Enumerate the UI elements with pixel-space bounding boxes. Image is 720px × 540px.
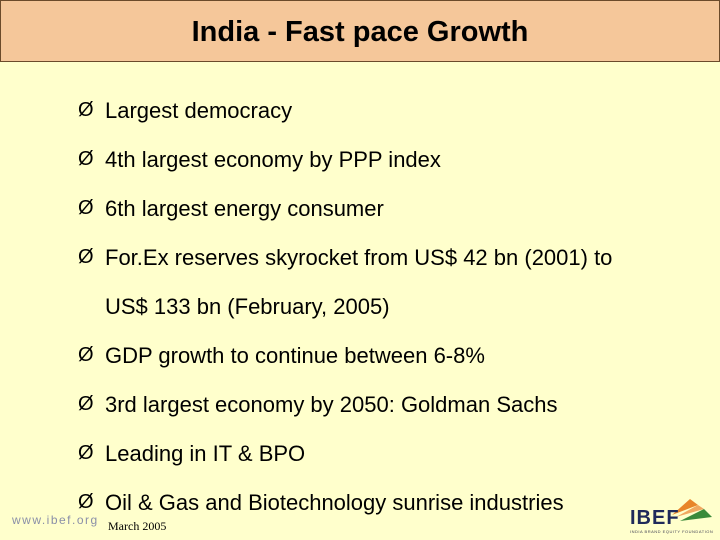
logo-subtext: INDIA BRAND EQUITY FOUNDATION (630, 529, 714, 534)
slide-title: India - Fast pace Growth (191, 15, 529, 48)
bullet-list: Ø Largest democracy Ø 4th largest economy … (78, 86, 698, 527)
arrow-bullet-icon: Ø (78, 246, 94, 268)
bullet-item-continuation: US$ 133 bn (February, 2005) (105, 294, 390, 319)
bullet-item: Ø 4th largest economy by PPP index (78, 135, 698, 184)
slide-date: March 2005 (108, 519, 167, 533)
logo-text: IBEF (630, 507, 680, 529)
arrow-bullet-icon: Ø (78, 344, 94, 366)
bullet-item: Ø For.Ex reserves skyrocket from US$ 42 b… (78, 233, 698, 282)
arrow-bullet-icon: Ø (78, 197, 94, 219)
bullet-item: Ø 6th largest energy consumer (78, 184, 698, 233)
title-bar: India - Fast pace Growth (0, 0, 720, 62)
bullet-item: Ø Largest democracy (78, 86, 698, 135)
arrow-bullet-icon: Ø (78, 491, 94, 513)
bullet-item: Ø Leading in IT & BPO (78, 429, 698, 478)
bullet-item: Ø Oil & Gas and Biotechnology sunrise ind… (78, 478, 698, 527)
arrow-bullet-icon: Ø (78, 442, 94, 464)
bird-flag-icon (672, 499, 712, 521)
bullet-item: Ø GDP growth to continue between 6-8% (78, 331, 698, 380)
website-url[interactable]: www.ibef.org (12, 513, 99, 527)
arrow-bullet-icon: Ø (78, 393, 94, 415)
ibef-logo: IBEF INDIA BRAND EQUITY FOUNDATION (626, 495, 716, 537)
arrow-bullet-icon: Ø (78, 99, 94, 121)
bullet-item: Ø 3rd largest economy by 2050: Goldman Sa… (78, 380, 698, 429)
arrow-bullet-icon: Ø (78, 148, 94, 170)
